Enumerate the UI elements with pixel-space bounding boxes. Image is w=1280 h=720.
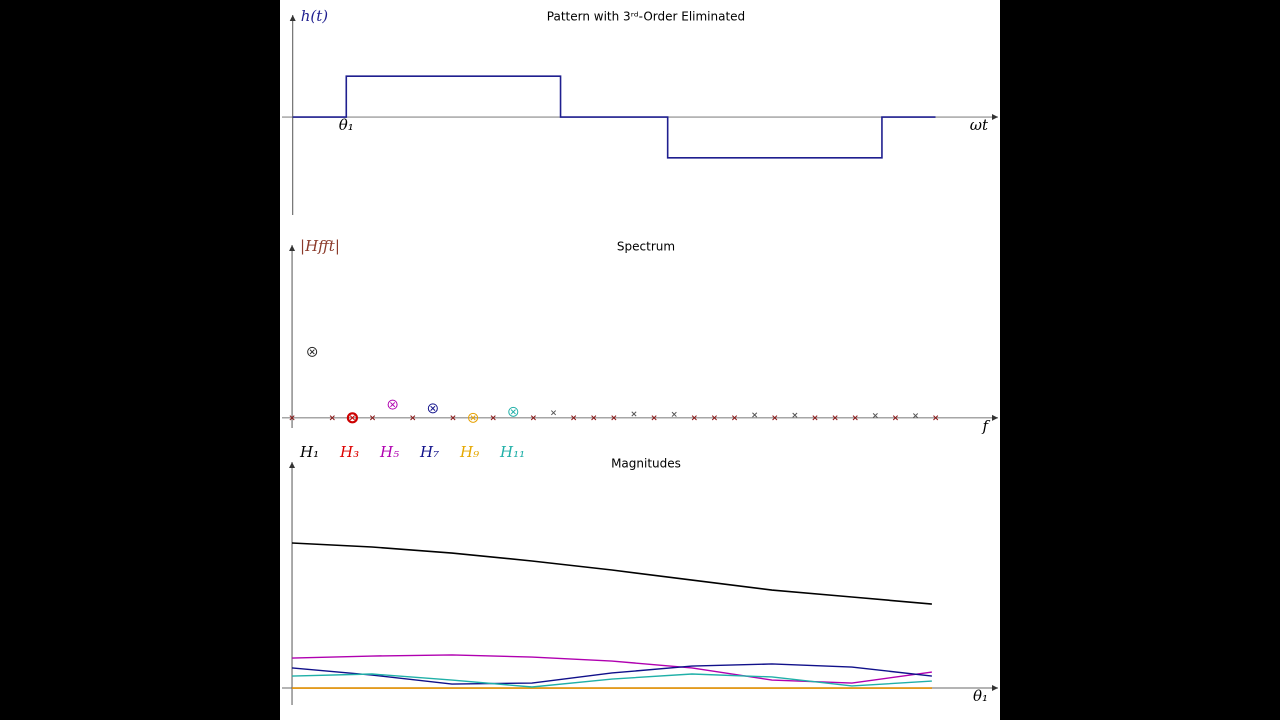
x-axis-label: ωt xyxy=(970,116,989,134)
y-axis-arrow xyxy=(289,15,296,21)
point xyxy=(671,411,677,417)
highlight-circle xyxy=(346,412,358,424)
y-axis-arrow xyxy=(289,245,296,251)
panel xyxy=(280,0,1000,720)
y-axis-label: h(t) xyxy=(301,7,329,25)
point xyxy=(731,415,738,421)
point xyxy=(349,415,355,421)
point xyxy=(430,405,436,411)
point xyxy=(792,412,798,418)
point xyxy=(410,415,416,421)
point xyxy=(390,402,396,408)
waveform xyxy=(292,75,936,159)
x-axis-arrow xyxy=(992,414,998,421)
y-axis-label: |Hfft| xyxy=(300,237,340,255)
point xyxy=(852,415,858,421)
point xyxy=(591,415,597,421)
point xyxy=(892,415,898,421)
legend-entry: H₉ xyxy=(459,443,479,461)
point xyxy=(369,415,376,421)
x-axis-label: θ₁ xyxy=(973,687,988,705)
legend-entry: H₁₁ xyxy=(499,443,525,461)
point xyxy=(631,411,637,417)
annotation: θ₁ xyxy=(339,116,354,134)
chart-title: Spectrum xyxy=(617,240,675,254)
series-line xyxy=(291,542,932,605)
chart-title: Pattern with 3ʳᵈ-Order Eliminated xyxy=(547,10,745,24)
point xyxy=(289,415,295,421)
highlight-circle xyxy=(427,403,438,414)
point xyxy=(329,415,335,421)
x-axis-arrow xyxy=(992,685,998,692)
highlight-circle xyxy=(387,399,398,410)
point xyxy=(530,415,536,421)
point xyxy=(711,415,717,421)
point xyxy=(470,415,476,421)
point xyxy=(611,415,617,421)
y-axis-arrow xyxy=(289,462,296,468)
series-line xyxy=(291,663,932,685)
point xyxy=(933,415,939,421)
x-axis-label: f xyxy=(981,417,990,435)
point xyxy=(832,415,838,421)
chart-title: Magnitudes xyxy=(611,457,681,471)
point xyxy=(651,415,657,421)
highlight-circle xyxy=(307,346,318,357)
point xyxy=(510,409,516,415)
point xyxy=(872,413,878,419)
point xyxy=(550,410,557,416)
point xyxy=(691,415,697,421)
legend-entry: H₅ xyxy=(379,443,399,461)
point xyxy=(490,415,496,421)
point xyxy=(309,349,315,355)
point xyxy=(450,415,456,421)
point xyxy=(912,413,919,419)
x-axis-arrow xyxy=(992,114,998,121)
point xyxy=(812,415,818,421)
highlight-circle xyxy=(508,406,519,417)
series-line xyxy=(292,673,932,688)
legend-entry: H₁ xyxy=(299,443,319,461)
point xyxy=(752,412,758,418)
series-line xyxy=(292,654,932,684)
legend-entry: H₇ xyxy=(419,443,439,461)
point xyxy=(571,415,577,421)
highlight-circle xyxy=(468,412,479,423)
legend-entry: H₃ xyxy=(339,443,359,461)
point xyxy=(772,415,778,421)
